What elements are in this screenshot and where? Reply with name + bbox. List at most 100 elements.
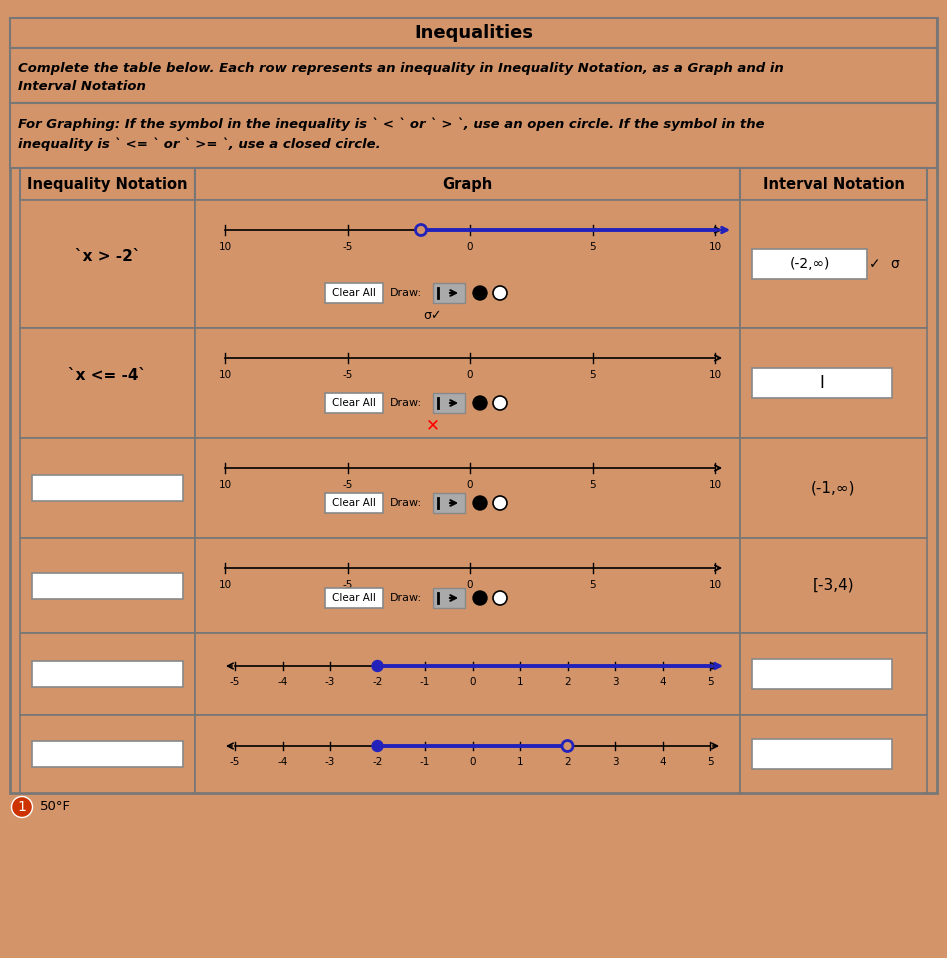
Text: Clear All: Clear All <box>332 498 376 508</box>
Text: Inequalities: Inequalities <box>414 24 533 42</box>
Bar <box>195 715 740 793</box>
Text: 5: 5 <box>706 677 713 687</box>
Bar <box>433 588 465 608</box>
Text: σ: σ <box>890 257 900 271</box>
Text: -1: -1 <box>420 677 430 687</box>
Bar <box>740 200 927 328</box>
Text: -5: -5 <box>342 242 352 252</box>
Text: 10: 10 <box>708 580 722 590</box>
Circle shape <box>493 286 507 300</box>
Text: σ✓: σ✓ <box>423 308 442 322</box>
Text: Clear All: Clear All <box>332 398 376 408</box>
Text: 0: 0 <box>467 370 474 380</box>
Text: Clear All: Clear All <box>332 288 376 298</box>
Circle shape <box>493 496 507 510</box>
Bar <box>20 633 195 715</box>
Bar <box>10 18 937 793</box>
Bar <box>752 249 867 279</box>
Text: Graph: Graph <box>442 176 492 192</box>
Text: -4: -4 <box>277 757 288 767</box>
Bar <box>32 573 183 599</box>
Text: 3: 3 <box>612 677 618 687</box>
Text: Draw:: Draw: <box>390 288 422 298</box>
Bar <box>740 633 927 715</box>
Text: 0: 0 <box>470 677 475 687</box>
Text: Clear All: Clear All <box>332 593 376 603</box>
Circle shape <box>416 224 426 236</box>
Text: 10: 10 <box>219 480 232 490</box>
Text: -3: -3 <box>325 677 335 687</box>
Text: Draw:: Draw: <box>390 498 422 508</box>
Text: 10: 10 <box>708 242 722 252</box>
Text: Draw:: Draw: <box>390 398 422 408</box>
Bar <box>195 168 740 200</box>
Bar <box>740 328 927 438</box>
Bar <box>32 741 183 767</box>
Text: 4: 4 <box>659 677 666 687</box>
Text: 1: 1 <box>517 757 524 767</box>
Bar <box>10 48 937 103</box>
Text: -5: -5 <box>342 580 352 590</box>
Text: 2: 2 <box>564 677 571 687</box>
Text: 10: 10 <box>219 242 232 252</box>
Text: 2: 2 <box>564 757 571 767</box>
Text: I: I <box>819 374 825 392</box>
Text: 0: 0 <box>467 580 474 590</box>
Text: [-3,4): [-3,4) <box>813 578 854 593</box>
Bar <box>20 328 195 438</box>
Bar <box>195 438 740 538</box>
Text: 5: 5 <box>589 370 596 380</box>
Text: 10: 10 <box>708 480 722 490</box>
Bar <box>10 18 937 48</box>
Bar <box>433 283 465 303</box>
Bar <box>20 200 195 328</box>
Bar <box>20 168 195 200</box>
Circle shape <box>473 591 487 605</box>
Text: Complete the table below. Each row represents an inequality in Inequality Notati: Complete the table below. Each row repre… <box>18 62 784 75</box>
Text: -5: -5 <box>230 677 241 687</box>
Text: (-2,∞): (-2,∞) <box>789 257 830 271</box>
Bar <box>740 168 927 200</box>
Bar <box>433 393 465 413</box>
Bar <box>325 493 383 513</box>
Text: 1: 1 <box>18 800 27 814</box>
Text: Interval Notation: Interval Notation <box>762 176 904 192</box>
Text: 5: 5 <box>589 580 596 590</box>
Text: -2: -2 <box>372 757 383 767</box>
Text: `x <= -4`: `x <= -4` <box>68 368 147 382</box>
Bar <box>752 739 892 769</box>
Circle shape <box>372 741 383 751</box>
Bar <box>740 538 927 633</box>
Text: 3: 3 <box>612 757 618 767</box>
Bar <box>195 633 740 715</box>
Circle shape <box>493 396 507 410</box>
Bar <box>752 659 892 689</box>
Bar <box>20 438 195 538</box>
Text: -1: -1 <box>420 757 430 767</box>
Bar <box>740 715 927 793</box>
Bar <box>20 715 195 793</box>
Text: -5: -5 <box>342 370 352 380</box>
Bar <box>32 661 183 687</box>
Text: 10: 10 <box>219 580 232 590</box>
Text: -4: -4 <box>277 677 288 687</box>
Circle shape <box>473 496 487 510</box>
Text: inequality is ` <= ` or ` >= `, use a closed circle.: inequality is ` <= ` or ` >= `, use a cl… <box>18 137 381 150</box>
Bar <box>325 283 383 303</box>
Text: `x > -2`: `x > -2` <box>75 248 140 263</box>
Text: 1: 1 <box>517 677 524 687</box>
Text: For Graphing: If the symbol in the inequality is ` < ` or ` > `, use an open cir: For Graphing: If the symbol in the inequ… <box>18 117 764 130</box>
Text: ✕: ✕ <box>426 416 440 434</box>
Text: -3: -3 <box>325 757 335 767</box>
Text: ✓: ✓ <box>869 257 881 271</box>
Bar <box>325 393 383 413</box>
Text: 0: 0 <box>467 242 474 252</box>
Bar <box>195 200 740 328</box>
Text: 0: 0 <box>467 480 474 490</box>
Text: -2: -2 <box>372 677 383 687</box>
Bar <box>10 103 937 168</box>
Text: 5: 5 <box>589 242 596 252</box>
Bar <box>32 475 183 501</box>
Text: 5: 5 <box>589 480 596 490</box>
Bar <box>195 538 740 633</box>
